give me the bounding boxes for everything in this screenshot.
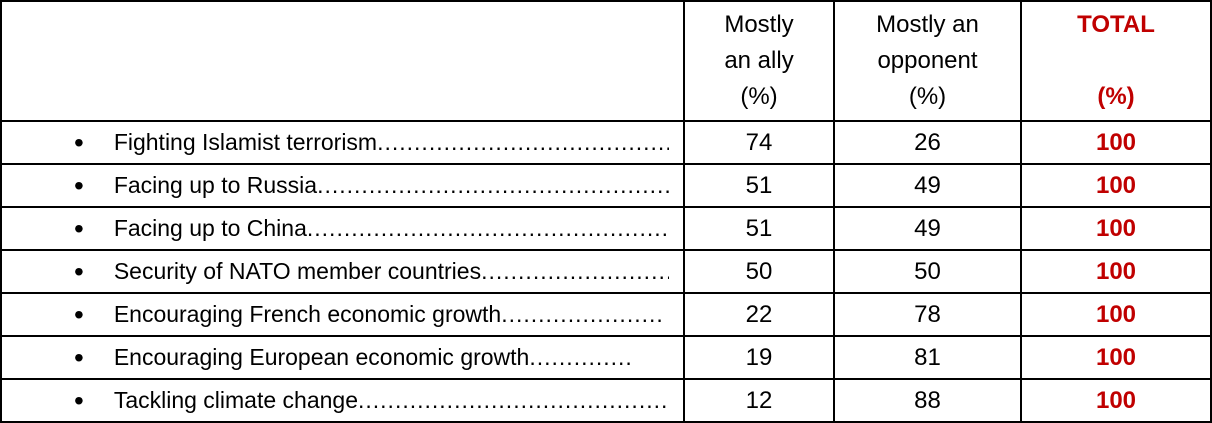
row-label: Encouraging French economic growth <box>113 301 502 327</box>
table-row: • Facing up to China ...................… <box>2 208 1210 251</box>
table-row: • Security of NATO member countries ....… <box>2 251 1210 294</box>
dot-leader: ........................................… <box>358 387 669 413</box>
row-label: Facing up to Russia <box>113 172 318 198</box>
dot-leader: ........................................… <box>317 172 669 198</box>
opponent-value: 26 <box>835 122 1022 163</box>
total-value: 100 <box>1095 300 1137 328</box>
row-label: Security of NATO member countries <box>113 258 482 284</box>
row-label-cell: • Facing up to Russia ..................… <box>2 165 685 206</box>
total-value: 100 <box>1095 214 1137 242</box>
bullet-icon: • <box>74 170 84 201</box>
total-value: 100 <box>1095 386 1137 414</box>
row-label-cell: • Tackling climate change ..............… <box>2 380 685 421</box>
ally-value: 51 <box>685 165 835 206</box>
opponent-value: 50 <box>835 251 1022 292</box>
ally-value: 22 <box>685 294 835 335</box>
ally-value: 19 <box>685 337 835 378</box>
table-row: • Encouraging European economic growth .… <box>2 337 1210 380</box>
opponent-value: 49 <box>835 165 1022 206</box>
ally-value: 51 <box>685 208 835 249</box>
ally-value: 50 <box>685 251 835 292</box>
opponent-value: 49 <box>835 208 1022 249</box>
row-label-cell: • Security of NATO member countries ....… <box>2 251 685 292</box>
table-row: • Fighting Islamist terrorism ..........… <box>2 122 1210 165</box>
total-value: 100 <box>1095 343 1137 371</box>
ally-value: 12 <box>685 380 835 421</box>
header-mostly-ally: Mostly an ally (%) <box>685 2 835 120</box>
bullet-icon: • <box>74 256 84 287</box>
ally-value: 74 <box>685 122 835 163</box>
dot-leader: .............. <box>529 344 633 370</box>
dot-leader: .......................... <box>481 258 669 284</box>
opponent-value: 88 <box>835 380 1022 421</box>
header-mostly-opponent: Mostly an opponent (%) <box>835 2 1022 120</box>
header-corner-cell <box>2 2 685 120</box>
total-value: 100 <box>1095 257 1137 285</box>
bullet-icon: • <box>74 299 84 330</box>
row-label: Facing up to China <box>113 215 307 241</box>
row-label-cell: • Encouraging French economic growth ...… <box>2 294 685 335</box>
total-value: 100 <box>1095 171 1137 199</box>
header-row: Mostly an ally (%) Mostly an opponent (%… <box>2 2 1210 122</box>
bullet-icon: • <box>74 213 84 244</box>
total-value: 100 <box>1095 128 1137 156</box>
opponent-value: 78 <box>835 294 1022 335</box>
dot-leader: ...................... <box>501 301 664 327</box>
row-label: Encouraging European economic growth <box>113 344 530 370</box>
table-row: • Tackling climate change ..............… <box>2 380 1210 421</box>
row-label-cell: • Fighting Islamist terrorism ..........… <box>2 122 685 163</box>
bullet-icon: • <box>74 342 84 373</box>
bullet-icon: • <box>74 127 84 158</box>
row-label-cell: • Facing up to China ...................… <box>2 208 685 249</box>
opponent-value: 81 <box>835 337 1022 378</box>
dot-leader: ........................................… <box>377 129 669 155</box>
header-total: TOTAL (%) <box>1077 11 1155 110</box>
dot-leader: ........................................… <box>306 215 669 241</box>
row-label-cell: • Encouraging European economic growth .… <box>2 337 685 378</box>
table-row: • Encouraging French economic growth ...… <box>2 294 1210 337</box>
row-label: Tackling climate change <box>113 387 358 413</box>
table-row: • Facing up to Russia ..................… <box>2 165 1210 208</box>
bullet-icon: • <box>74 385 84 416</box>
row-label: Fighting Islamist terrorism <box>113 129 378 155</box>
